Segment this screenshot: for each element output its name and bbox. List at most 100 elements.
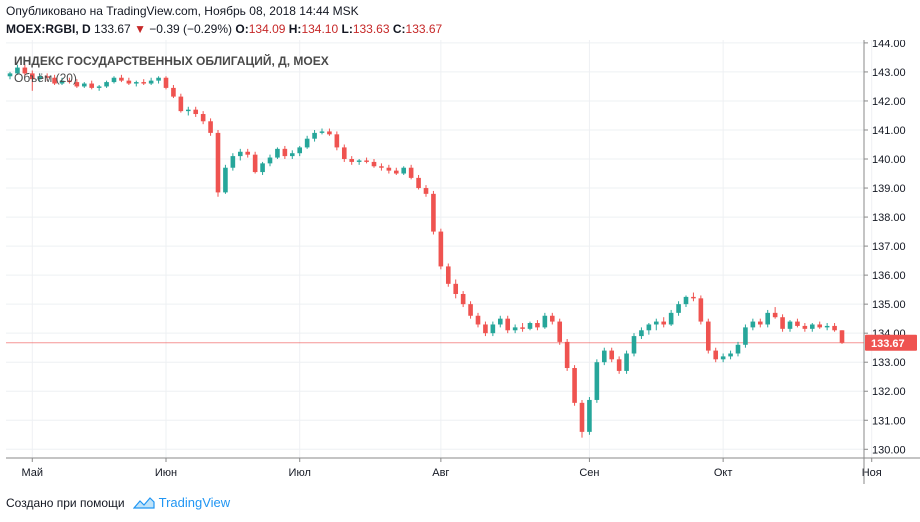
- candle-body: [37, 76, 43, 80]
- candlestick-chart[interactable]: 130.00131.00132.00133.00134.00135.00136.…: [0, 40, 920, 486]
- candle-body: [743, 327, 748, 345]
- candle-body: [720, 356, 726, 360]
- candle-body: [691, 296, 696, 299]
- candle-body: [460, 293, 466, 305]
- candle-body: [668, 312, 674, 325]
- candle-body: [572, 368, 577, 403]
- candle-body: [148, 80, 154, 84]
- candle-body: [542, 315, 548, 328]
- candle-body: [497, 318, 503, 325]
- y-tick-label: 130.00: [872, 444, 906, 456]
- series-title: ИНДЕКС ГОСУДАРСТВЕННЫХ ОБЛИГАЦИЙ, Д, MOE…: [14, 54, 329, 68]
- candle-body: [386, 167, 392, 171]
- candle-body: [520, 327, 525, 329]
- footer: Создано при помощи TradingView: [6, 495, 230, 510]
- candle-body: [505, 318, 511, 331]
- candle-body: [609, 350, 615, 360]
- high-label: H:: [288, 22, 302, 36]
- last-price: 133.67: [94, 22, 131, 36]
- candle-body: [817, 324, 823, 328]
- tradingview-link[interactable]: TradingView: [158, 495, 231, 510]
- candle-body: [111, 77, 117, 83]
- volume-indicator-label: Объём (20): [14, 71, 77, 85]
- quote-line: MOEX:RGBI, D 133.67 ▼ −0.39 (−0.29%) O:1…: [6, 22, 442, 36]
- x-tick-label: Авг: [432, 467, 449, 479]
- published-caption: Опубликовано на TradingView.com, Ноябрь …: [6, 4, 359, 18]
- y-tick-label: 144.00: [872, 40, 906, 50]
- footer-text: Создано при помощи: [6, 495, 125, 510]
- high-value: 134.10: [301, 22, 339, 36]
- candle-body: [245, 151, 251, 155]
- candle-body: [349, 159, 355, 162]
- candle-body: [839, 330, 845, 343]
- candle-body: [512, 327, 518, 331]
- candle-body: [535, 323, 540, 328]
- candle-body: [237, 151, 243, 157]
- y-tick-label: 135.00: [872, 299, 906, 311]
- candle-body: [453, 283, 459, 294]
- down-arrow-icon: ▼: [134, 22, 146, 36]
- candle-body: [594, 362, 600, 400]
- x-tick-label: Май: [22, 467, 44, 479]
- candle-body: [52, 77, 57, 84]
- candle-body: [416, 177, 421, 189]
- candle-body: [44, 76, 50, 78]
- candle-body: [356, 160, 362, 162]
- candle-body: [215, 132, 221, 193]
- candle-body: [772, 312, 778, 318]
- y-tick-label: 140.00: [872, 154, 906, 166]
- candle-body: [74, 82, 80, 87]
- candle-body: [208, 121, 213, 133]
- x-tick-label: Окт: [714, 467, 733, 479]
- candle-body: [7, 73, 13, 77]
- candle-body: [312, 132, 317, 139]
- candle-body: [371, 161, 377, 167]
- candle-body: [631, 336, 637, 354]
- last-price-badge: [865, 334, 917, 351]
- y-tick-label: 143.00: [872, 67, 906, 79]
- candle-body: [624, 353, 629, 371]
- candle-body: [379, 166, 384, 168]
- candle-body: [252, 154, 258, 173]
- candle-body: [676, 304, 681, 313]
- candle-body: [15, 67, 20, 74]
- y-tick-label: 142.00: [872, 96, 906, 108]
- candle-body: [705, 321, 711, 351]
- candle-body: [728, 353, 733, 357]
- candle-body: [171, 87, 176, 97]
- y-tick-label: 139.00: [872, 183, 906, 195]
- candle-body: [646, 324, 652, 331]
- candle-body: [795, 321, 800, 326]
- candle-body: [832, 325, 837, 331]
- candle-body: [67, 80, 72, 83]
- candle-body: [661, 321, 667, 325]
- y-tick-label: 133.00: [872, 357, 906, 369]
- candle-body: [341, 147, 347, 160]
- candle-body: [653, 321, 659, 325]
- candle-body: [423, 188, 429, 194]
- tradingview-logo-icon: [132, 496, 155, 509]
- candle-body: [178, 96, 184, 112]
- low-label: L:: [341, 22, 353, 36]
- candle-body: [119, 77, 124, 81]
- x-tick-label: Июл: [289, 467, 311, 479]
- candle-body: [557, 321, 563, 342]
- candle-body: [126, 80, 132, 84]
- candle-body: [193, 109, 199, 115]
- candle-body: [587, 399, 592, 432]
- candle-body: [601, 350, 607, 363]
- candle-body: [802, 325, 808, 329]
- candle-body: [393, 170, 399, 174]
- y-tick-label: 131.00: [872, 415, 906, 427]
- candle-body: [757, 321, 763, 325]
- candle-body: [750, 321, 756, 328]
- close-label: C:: [392, 22, 406, 36]
- x-tick-label: Июн: [155, 467, 177, 479]
- open-value: 134.09: [248, 22, 286, 36]
- candle-body: [156, 77, 161, 81]
- open-label: O:: [235, 22, 249, 36]
- price-change: −0.39 (−0.29%): [149, 22, 233, 36]
- candle-body: [780, 317, 785, 329]
- chart-area[interactable]: 130.00 131.00 132.00 133.00 134.00 135.00 136.…: [0, 40, 920, 486]
- candle-body: [490, 324, 496, 334]
